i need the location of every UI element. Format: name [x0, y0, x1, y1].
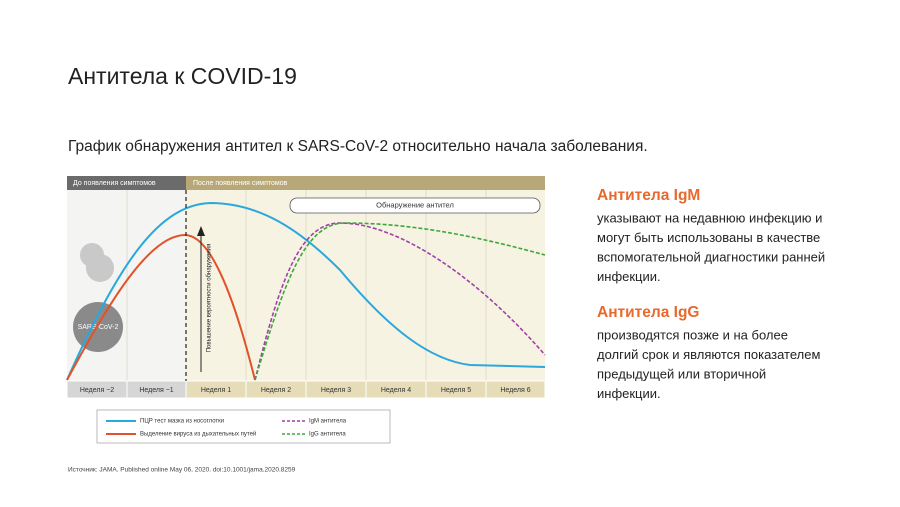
plot-area: [186, 190, 545, 381]
note-line: инфекции.: [597, 269, 661, 284]
arrow-head: [197, 226, 205, 236]
phase-label: После появления симптомов: [193, 180, 288, 187]
phase-band: [67, 176, 186, 190]
igg-curve: [254, 222, 546, 381]
week-label: Неделя 4: [381, 387, 411, 394]
note-line: инфекции.: [597, 386, 661, 401]
week-label: Неделя 5: [441, 387, 471, 394]
note-line: указывают на недавнюю инфекцию и: [597, 210, 822, 225]
note-line: вспомогательной диагностики ранней: [597, 249, 825, 264]
notes: Антитела IgM указывают на недавнюю инфекц…: [597, 187, 825, 401]
week-label: Неделя 3: [321, 387, 351, 394]
igm-curve: [254, 222, 546, 381]
note-heading: Антитела IgG: [597, 304, 700, 321]
legend-label: ПЦР тест мазка из носоглотки: [140, 419, 224, 425]
detection-box: [289, 197, 541, 214]
virus-label: SARS-CoV-2: [78, 324, 119, 331]
week-label: Неделя −2: [80, 387, 114, 394]
detection-label: Обнаружение антител: [376, 200, 454, 209]
source: Источник: JAMA. Published online May 06,…: [68, 467, 296, 474]
probability-label: Повышение вероятности обнаружения: [207, 244, 213, 353]
title: Антитела к COVID-19: [68, 63, 297, 89]
legend-label: IgM антитела: [309, 419, 347, 425]
note-line: долгий срок и являются показателем: [597, 347, 820, 362]
virus-icon: [80, 243, 114, 282]
week-label: Неделя 1: [201, 387, 231, 394]
shedding-curve: [66, 233, 256, 381]
pcr-curve: [66, 201, 546, 381]
week-label: Неделя −1: [139, 387, 173, 394]
subtitle: График обнаружения антител к SARS-CoV-2 …: [68, 138, 648, 155]
week-band: Неделя −2 Неделя −1 Неделя 1 Неделя 2 Неделя…: [66, 380, 546, 399]
note-line: предыдущей или вторичной: [597, 366, 766, 381]
legend-label: Выделение вируса из дыхательных путей: [140, 431, 256, 438]
week-cell: [485, 380, 546, 399]
note-line: могут быть использованы в качестве: [597, 230, 820, 245]
legend-box: [96, 409, 391, 444]
legend-label: IgG антитела: [309, 432, 346, 438]
week-label: Неделя 2: [261, 387, 291, 394]
note-line: производятся позже и на более: [597, 327, 788, 342]
phase-band: [186, 176, 545, 190]
phase-label: До появления симптомов: [73, 180, 156, 187]
week-label: Неделя 6: [500, 387, 530, 394]
note-heading: Антитела IgM: [597, 187, 700, 204]
